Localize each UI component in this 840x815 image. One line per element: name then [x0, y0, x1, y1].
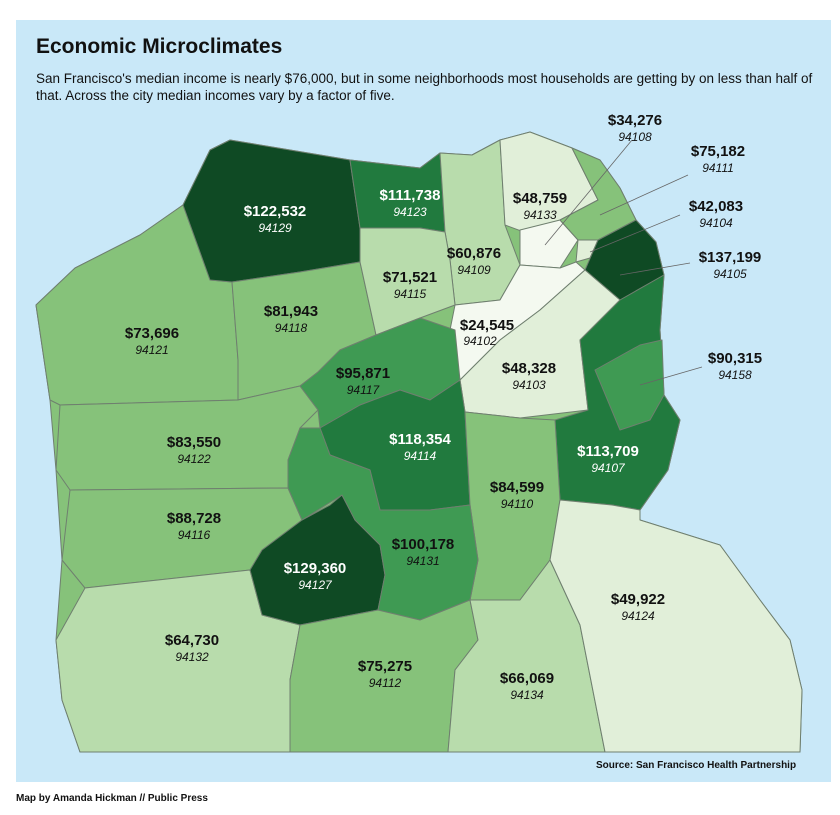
label-94105: $137,199 94105 — [699, 249, 762, 281]
label-94129: $122,532 94129 — [244, 203, 307, 235]
zip-94124: 94124 — [621, 609, 655, 623]
zip-94108: 94108 — [618, 130, 652, 144]
zip-94158: 94158 — [718, 368, 752, 382]
zip-94133: 94133 — [523, 208, 557, 222]
zone-94158[interactable] — [594, 339, 665, 431]
zip-94115: 94115 — [394, 287, 427, 301]
income-94103: $48,328 — [502, 360, 556, 377]
zip-94121: 94121 — [135, 343, 168, 357]
label-94134: $66,069 94134 — [500, 670, 554, 702]
income-94111: $75,182 — [691, 143, 745, 160]
map-title: Economic Microclimates — [36, 35, 283, 58]
label-94123: $111,738 94123 — [380, 187, 441, 219]
income-94121: $73,696 — [125, 325, 179, 342]
label-94102: $24,545 94102 — [460, 317, 514, 348]
income-94122: $83,550 — [167, 434, 221, 451]
label-94112: $75,275 94112 — [358, 658, 412, 690]
zip-94110: 94110 — [501, 497, 534, 511]
zone-94124[interactable] — [549, 499, 803, 753]
label-94115: $71,521 94115 — [383, 269, 437, 301]
label-94116: $88,728 94116 — [167, 510, 221, 542]
zip-94123: 94123 — [393, 205, 427, 219]
leader-94108 — [544, 139, 633, 246]
income-94105: $137,199 — [699, 249, 762, 266]
label-94108: $34,276 94108 — [608, 112, 662, 144]
income-94112: $75,275 — [358, 658, 412, 675]
credit-note: Map by Amanda Hickman // Public Press — [16, 793, 208, 804]
income-94117: $95,871 — [336, 365, 390, 382]
label-94124: $49,922 94124 — [611, 591, 665, 623]
income-94114: $118,354 — [389, 431, 451, 448]
zip-94105: 94105 — [713, 267, 747, 281]
zip-94117: 94117 — [347, 383, 381, 397]
label-94104: $42,083 94104 — [689, 198, 743, 230]
income-94133: $48,759 — [513, 190, 567, 207]
leader-94158 — [639, 366, 703, 386]
label-94127: $129,360 94127 — [284, 560, 347, 592]
zip-94131: 94131 — [406, 554, 439, 568]
leader-94104 — [589, 214, 681, 253]
zip-94129: 94129 — [258, 221, 292, 235]
income-94104: $42,083 — [689, 198, 743, 215]
income-94132: $64,730 — [165, 632, 219, 649]
income-94107: $113,709 — [577, 443, 639, 460]
income-94134: $66,069 — [500, 670, 554, 687]
leader-94111 — [599, 174, 689, 216]
label-94122: $83,550 94122 — [167, 434, 221, 466]
label-94131: $100,178 94131 — [392, 536, 455, 568]
zip-94111: 94111 — [702, 161, 734, 175]
label-94107: $113,709 94107 — [577, 443, 639, 475]
income-94109: $60,876 — [447, 245, 501, 262]
zip-94122: 94122 — [177, 452, 211, 466]
income-94131: $100,178 — [392, 536, 455, 553]
label-94110: $84,599 94110 — [490, 479, 544, 511]
label-94132: $64,730 94132 — [165, 632, 219, 664]
map-subtitle: San Francisco's median income is nearly … — [36, 71, 813, 103]
zip-94127: 94127 — [298, 578, 333, 592]
label-94158: $90,315 94158 — [708, 350, 762, 382]
zip-94102: 94102 — [463, 334, 497, 348]
leader-94105 — [619, 262, 691, 276]
label-94111: $75,182 94111 — [691, 143, 745, 175]
zip-94104: 94104 — [699, 216, 733, 230]
source-note: Source: San Francisco Health Partnership — [596, 760, 797, 771]
zip-94116: 94116 — [178, 528, 211, 542]
income-94116: $88,728 — [167, 510, 221, 527]
zone-94108[interactable] — [519, 219, 579, 269]
income-94127: $129,360 — [284, 560, 347, 577]
zip-94134: 94134 — [510, 688, 544, 702]
income-94102: $24,545 — [460, 317, 514, 334]
label-94114: $118,354 94114 — [389, 431, 451, 463]
label-94133: $48,759 94133 — [513, 190, 567, 222]
income-94124: $49,922 — [611, 591, 665, 608]
label-94117: $95,871 94117 — [336, 365, 390, 397]
label-94121: $73,696 94121 — [125, 325, 179, 357]
income-94108: $34,276 — [608, 112, 662, 129]
label-94109: $60,876 94109 — [447, 245, 501, 277]
zip-94103: 94103 — [512, 378, 546, 392]
label-94118: $81,943 94118 — [264, 303, 318, 335]
zip-94118: 94118 — [275, 321, 308, 335]
income-94158: $90,315 — [708, 350, 762, 367]
income-94118: $81,943 — [264, 303, 318, 320]
zip-94107: 94107 — [591, 461, 626, 475]
income-94129: $122,532 — [244, 203, 307, 220]
zip-94109: 94109 — [457, 263, 491, 277]
label-94103: $48,328 94103 — [502, 360, 556, 392]
income-94110: $84,599 — [490, 479, 544, 496]
zip-94114: 94114 — [404, 449, 437, 463]
income-94115: $71,521 — [383, 269, 437, 286]
income-94123: $111,738 — [380, 187, 441, 204]
zip-94132: 94132 — [175, 650, 209, 664]
zip-94112: 94112 — [369, 676, 402, 690]
